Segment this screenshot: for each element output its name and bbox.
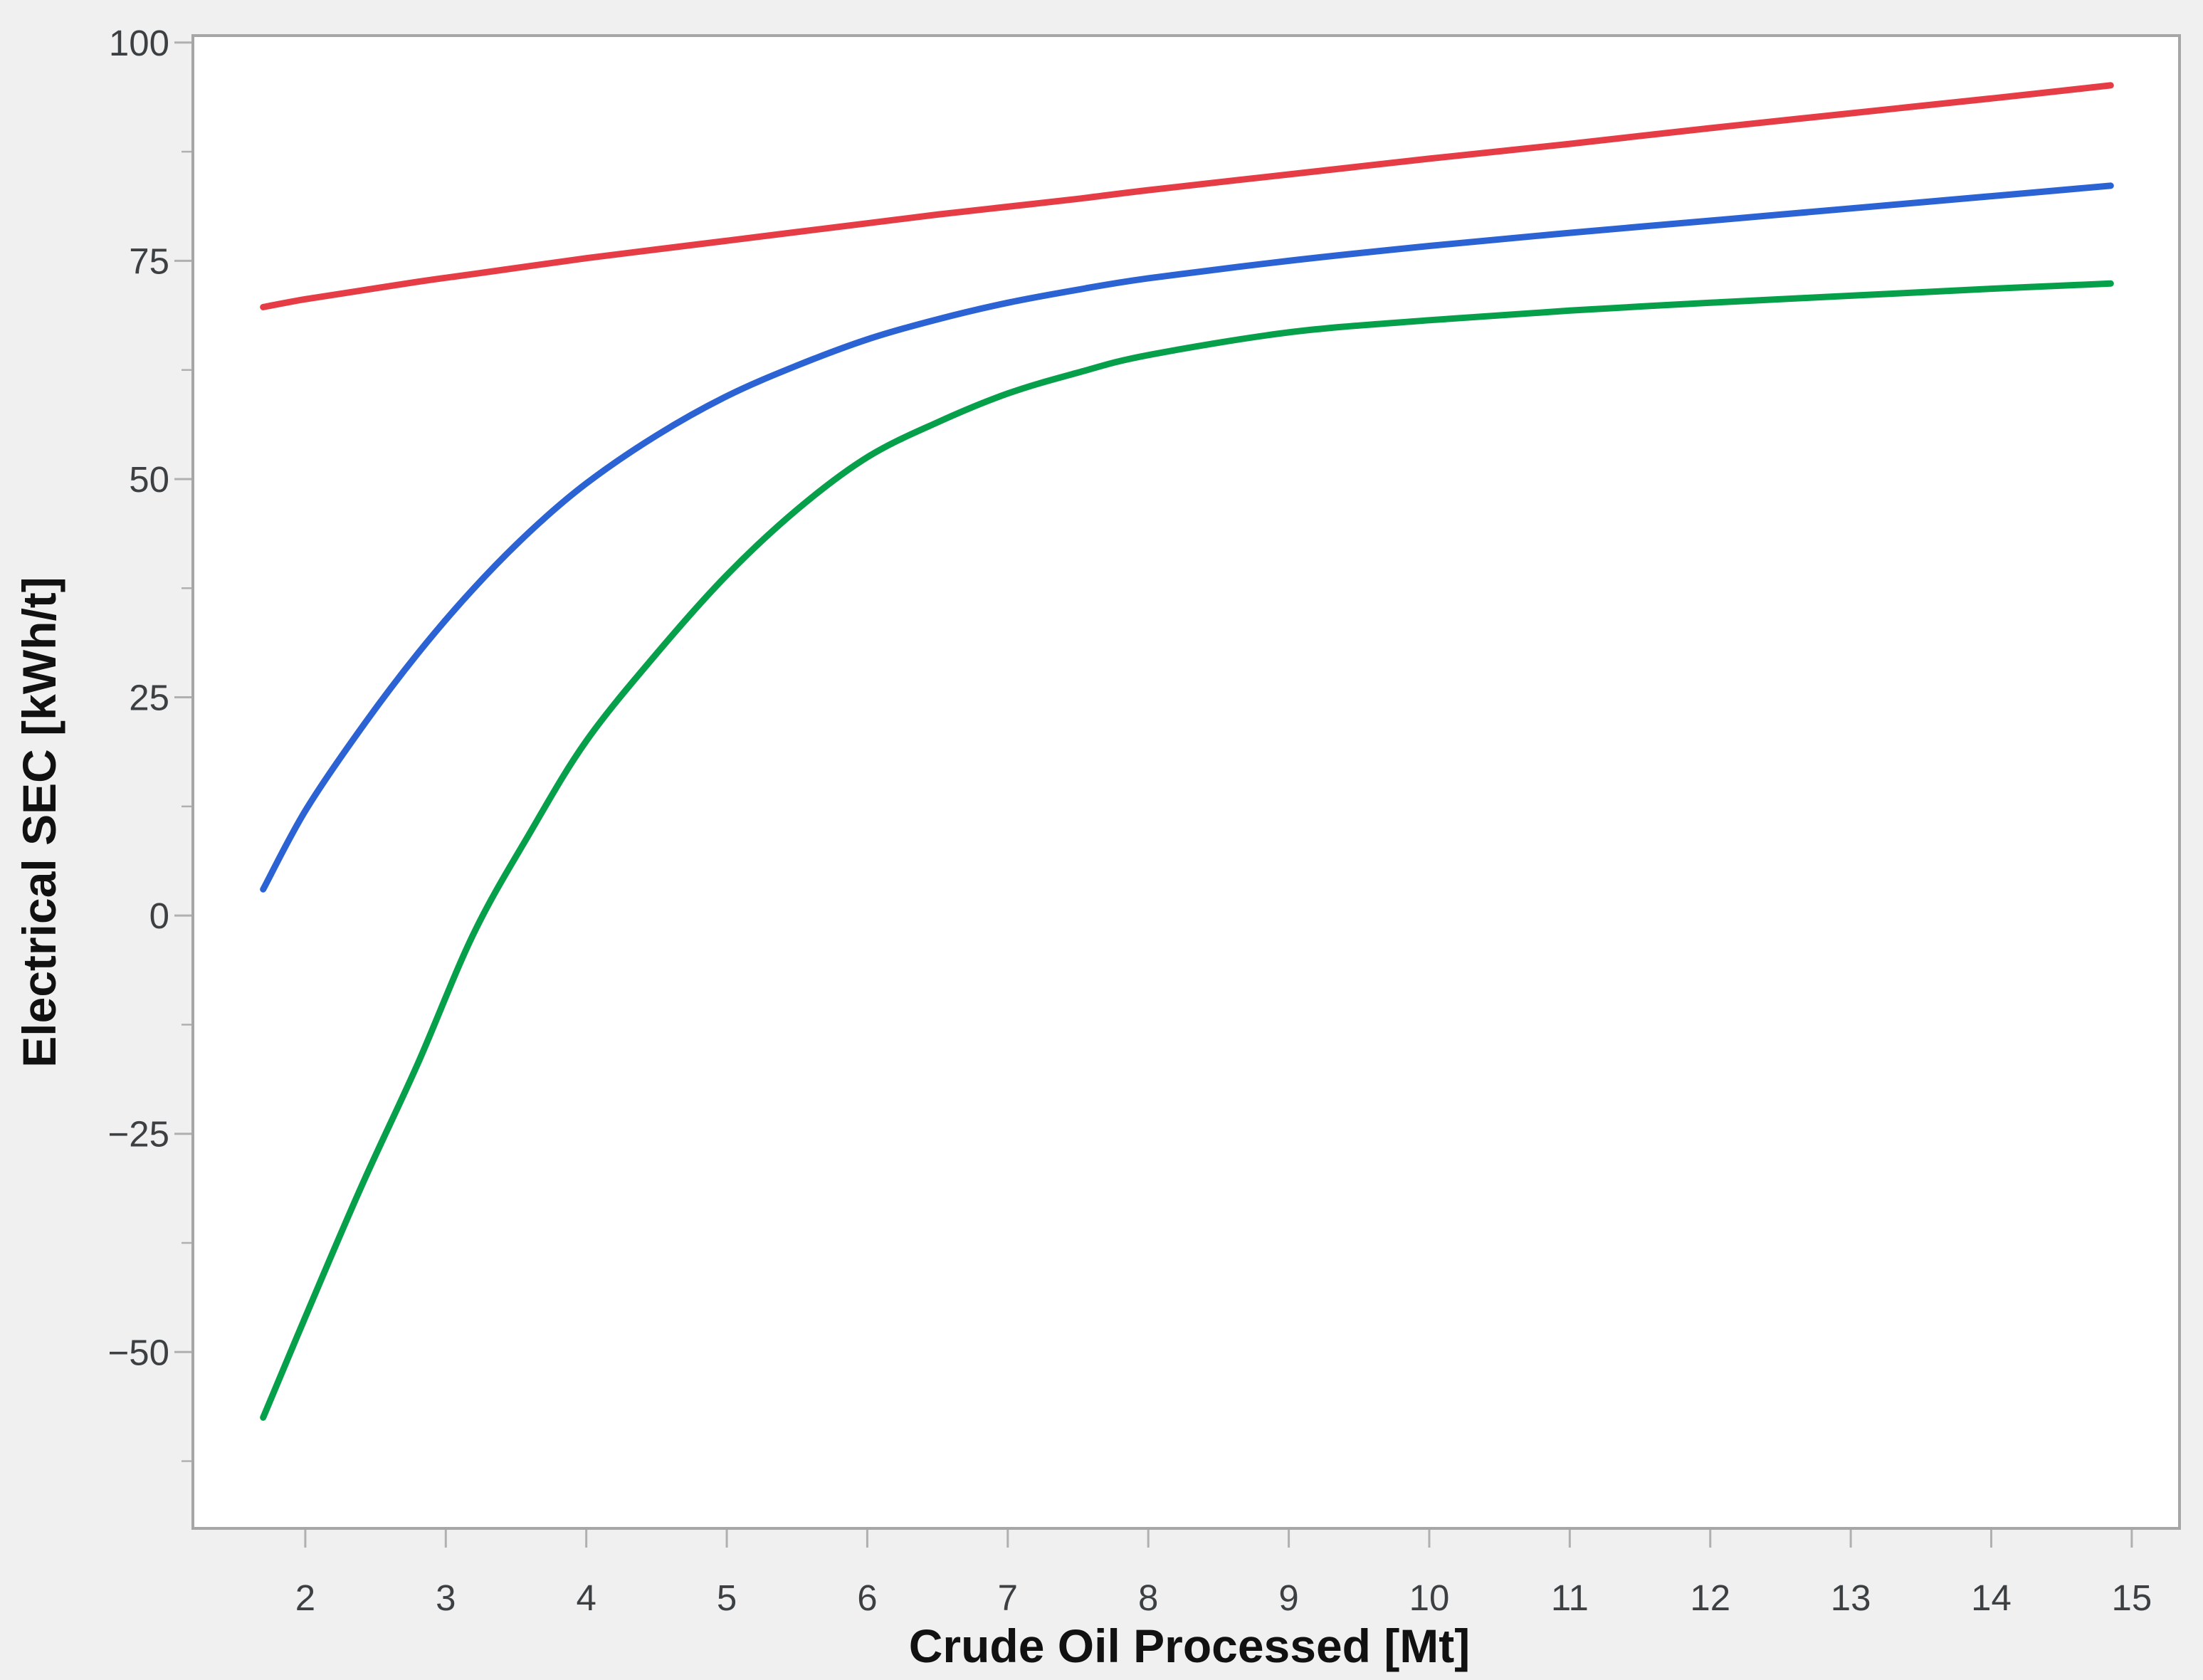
green-curve (260, 280, 2114, 1421)
axis-tick-labels: 2 3 4 5 6 7 8 9 10 11 12 13 14 15 −50 −25 0 25 50 75 100 (107, 23, 2152, 1618)
x-tick-label: 10 (1409, 1577, 1450, 1618)
blue-curve (260, 182, 2114, 893)
x-tick-label: 12 (1690, 1577, 1730, 1618)
y-tick-label: 75 (129, 241, 169, 281)
y-tick-label: 100 (109, 23, 169, 63)
x-axis-title: Crude Oil Processed [Mt] (909, 1619, 1471, 1672)
y-tick-label: 25 (129, 678, 169, 718)
x-tick-label: 6 (857, 1577, 877, 1618)
x-tick-label: 2 (295, 1577, 315, 1618)
x-tick-label: 15 (2112, 1577, 2152, 1618)
y-tick-label: 50 (129, 459, 169, 500)
red-curve (260, 82, 2114, 310)
y-tick-label: 0 (149, 896, 169, 936)
x-tick-label: 7 (998, 1577, 1018, 1618)
x-tick-label: 14 (1971, 1577, 2012, 1618)
x-tick-label: 5 (717, 1577, 737, 1618)
y-axis-title: Electrical SEC [kWh/t] (13, 577, 65, 1068)
x-tick-label: 3 (436, 1577, 456, 1618)
y-tick-label: −25 (107, 1114, 169, 1155)
data-curves (260, 82, 2114, 1421)
plot-area (193, 36, 2180, 1528)
x-tick-label: 13 (1831, 1577, 1871, 1618)
x-tick-label: 9 (1278, 1577, 1298, 1618)
x-tick-label: 4 (576, 1577, 596, 1618)
y-tick-label: −50 (107, 1332, 169, 1372)
x-tick-label: 11 (1551, 1577, 1589, 1618)
x-tick-label: 8 (1138, 1577, 1158, 1618)
plot-frame (191, 34, 2181, 1530)
axis-ticks (174, 41, 2133, 1548)
